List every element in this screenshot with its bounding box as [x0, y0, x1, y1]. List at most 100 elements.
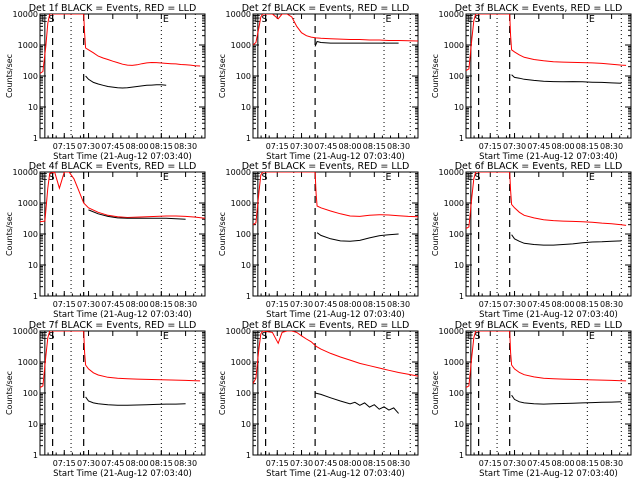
annotation-label: E: [468, 331, 474, 342]
series-line-lld: [466, 172, 627, 229]
y-tick-label: 100: [236, 389, 251, 398]
annotation-label: S: [475, 172, 481, 183]
x-axis-label: Start Time (21-Aug-12 07:03:40): [479, 310, 618, 320]
y-tick-label: 1: [459, 292, 464, 301]
x-tick-label: 07:30: [503, 142, 526, 151]
plot-frame: [252, 13, 419, 139]
y-tick-label: 10: [241, 261, 251, 270]
x-tick-label: 08:00: [552, 459, 575, 468]
annotation-label: E: [468, 172, 474, 183]
annotation-label: E: [42, 331, 48, 342]
series-line-events: [85, 75, 167, 89]
x-tick-label: 08:00: [126, 142, 149, 151]
x-tick-label: 08:30: [600, 142, 623, 151]
plot-frame: [252, 330, 419, 456]
y-tick-label: 10: [28, 103, 38, 112]
x-tick-label: 07:30: [503, 459, 526, 468]
y-tick-label: 1000: [18, 199, 38, 208]
series-line-events: [316, 232, 399, 242]
x-tick-label: 07:30: [77, 459, 100, 468]
annotation-label: E: [589, 331, 595, 342]
x-tick-label: 08:15: [576, 459, 599, 468]
panel-title: Det 5f BLACK = Events, RED = LLD: [242, 161, 410, 172]
panel-det-3f: Det 3f BLACK = Events, RED = LLD 1 10 100 10…: [431, 3, 632, 162]
x-axis-label: Start Time (21-Aug-12 07:03:40): [53, 152, 192, 162]
x-tick-label: 08:00: [339, 142, 362, 151]
y-axis-label: Counts/sec: [431, 54, 440, 98]
annotation-label: E: [42, 14, 48, 25]
y-tick-label: 10: [28, 261, 38, 270]
x-tick-label: 08:30: [600, 459, 623, 468]
annotation-label: E: [386, 14, 392, 25]
annotation-label: E: [42, 172, 48, 183]
x-tick-label: 08:00: [126, 459, 149, 468]
x-tick-label: 08:30: [387, 459, 410, 468]
x-tick-label: 07:15: [266, 459, 289, 468]
y-tick-label: 100: [449, 389, 464, 398]
plot-frame: [39, 330, 206, 456]
annotation-label: E: [589, 172, 595, 183]
annotation-label: E: [163, 331, 169, 342]
series-line-lld: [253, 331, 418, 384]
annotation-label: S: [49, 331, 55, 342]
y-axis-label: Counts/sec: [218, 212, 227, 256]
y-tick-label: 10: [454, 420, 464, 429]
panel-det-1f: Det 1f BLACK = Events, RED = LLD 1 10 100 10…: [5, 3, 206, 162]
y-tick-label: 100: [236, 230, 251, 239]
series-line-events: [314, 40, 399, 47]
y-tick-label: 100: [23, 72, 38, 81]
y-tick-label: 1000: [231, 358, 251, 367]
y-tick-label: 100: [23, 230, 38, 239]
y-tick-label: 1: [33, 451, 38, 460]
x-axis-label: Start Time (21-Aug-12 07:03:40): [266, 469, 405, 479]
x-tick-label: 07:45: [314, 459, 337, 468]
panel-det-5f: Det 5f BLACK = Events, RED = LLD 1 10 100 10…: [218, 161, 419, 320]
panel-title: Det 2f BLACK = Events, RED = LLD: [242, 3, 410, 14]
series-line-lld: [40, 331, 201, 388]
y-tick-label: 10000: [13, 327, 38, 336]
y-axis-label: Counts/sec: [5, 371, 14, 415]
series-line-events: [511, 234, 622, 246]
series-line-events: [511, 394, 622, 405]
plot-frame: [465, 13, 632, 139]
y-tick-label: 10: [241, 420, 251, 429]
y-tick-label: 10: [28, 420, 38, 429]
x-tick-label: 07:15: [266, 142, 289, 151]
annotation-label: S: [49, 14, 55, 25]
x-tick-label: 08:15: [576, 142, 599, 151]
series-line-events: [314, 392, 399, 414]
y-tick-label: 100: [23, 389, 38, 398]
series-line-events: [511, 74, 622, 84]
x-tick-label: 07:45: [314, 142, 337, 151]
y-tick-label: 1000: [18, 358, 38, 367]
panel-title: Det 7f BLACK = Events, RED = LLD: [29, 320, 197, 331]
y-tick-label: 10: [454, 261, 464, 270]
panel-det-7f: Det 7f BLACK = Events, RED = LLD 1 10 100 10…: [5, 320, 206, 479]
x-axis-label: Start Time (21-Aug-12 07:03:40): [479, 469, 618, 479]
x-tick-label: 08:30: [387, 142, 410, 151]
series-line-lld: [466, 14, 627, 71]
y-tick-label: 100: [449, 72, 464, 81]
x-tick-label: 07:30: [503, 300, 526, 309]
plot-frame: [465, 330, 632, 456]
y-tick-label: 1: [246, 134, 251, 143]
x-tick-label: 07:15: [479, 142, 502, 151]
y-tick-label: 10000: [226, 10, 251, 19]
x-tick-label: 07:45: [101, 459, 124, 468]
y-axis-label: Counts/sec: [218, 371, 227, 415]
x-axis-label: Start Time (21-Aug-12 07:03:40): [53, 469, 192, 479]
x-tick-label: 07:45: [527, 300, 550, 309]
x-tick-label: 07:15: [53, 142, 76, 151]
annotation-label: E: [386, 172, 392, 183]
annotation-label: S: [49, 172, 55, 183]
annotation-label: E: [589, 14, 595, 25]
panel-title: Det 1f BLACK = Events, RED = LLD: [29, 3, 197, 14]
y-tick-label: 10000: [439, 168, 464, 177]
x-tick-label: 07:15: [53, 459, 76, 468]
x-tick-label: 08:00: [339, 300, 362, 309]
panel-det-4f: Det 4f BLACK = Events, RED = LLD 1 10 100 10…: [5, 161, 206, 320]
panel-title: Det 3f BLACK = Events, RED = LLD: [455, 3, 623, 14]
y-tick-label: 1: [33, 134, 38, 143]
y-axis-label: Counts/sec: [431, 212, 440, 256]
y-tick-label: 10000: [226, 327, 251, 336]
